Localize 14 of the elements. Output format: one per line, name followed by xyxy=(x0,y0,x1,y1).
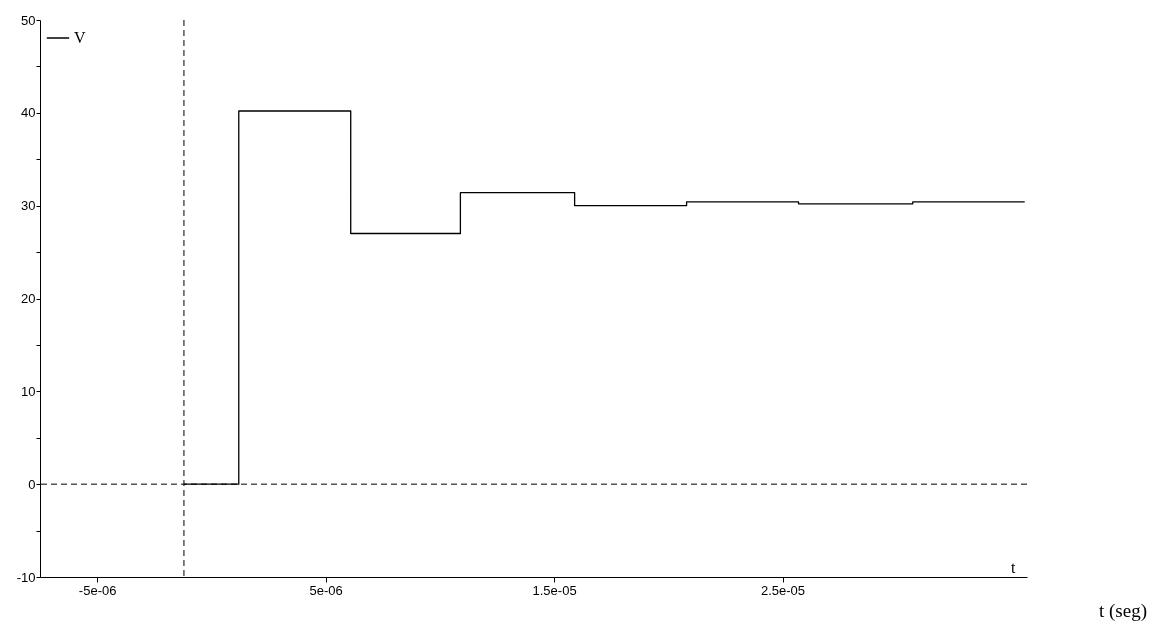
y-tick-label: 30 xyxy=(21,198,36,214)
y-tick-label: 10 xyxy=(21,383,36,399)
x-axis-title: t xyxy=(1011,558,1017,576)
y-tick-label: 20 xyxy=(21,291,36,306)
legend-label: V xyxy=(74,29,86,46)
x-tick-label: 1.5e-05 xyxy=(532,582,577,598)
y-tick-label: 0 xyxy=(28,476,36,492)
y-tick-label: 50 xyxy=(21,12,36,28)
y-tick-label: 40 xyxy=(21,105,36,121)
text: t (seg) xyxy=(1098,600,1147,622)
x-tick-label: -5e-06 xyxy=(78,582,117,598)
x-tick-label: 5e-06 xyxy=(309,582,343,598)
y-tick-label: -10 xyxy=(16,569,36,585)
x-tick-label: 2.5e-05 xyxy=(760,582,806,598)
